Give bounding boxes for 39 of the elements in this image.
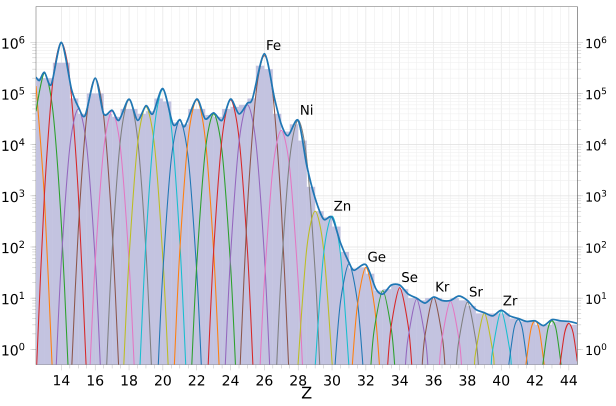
text: 10$^{4}$ [2,138,24,152]
y-tick-label: 10$^{5}$ [586,88,606,100]
annotation: Sr [470,286,483,297]
x-axis-title: Z [302,386,312,398]
y-tick-label: 10$^{1}$ [586,292,606,304]
x-tick-label: 38 [460,375,476,386]
x-tick-label: 40 [492,375,510,386]
y-tick-label: 10$^{3}$ [586,190,606,202]
text: 10$^{3}$ [2,189,24,202]
x-tick-label: 34 [392,375,408,386]
x-tick-label: 24 [222,375,239,386]
x-tick-label: 28 [290,375,306,386]
annotation: Zr [503,296,518,306]
y-tick-label: 10$^{4}$ [586,138,606,151]
x-tick-label: 44 [560,375,577,386]
x-tick-label: 20 [154,375,171,386]
annotation: Ni [301,104,312,115]
x-tick-label: 22 [188,375,204,386]
y-tick-label: 10$^{0}$ [586,343,606,356]
text: 10$^{1}$ [2,292,24,304]
x-tick-label: 18 [122,375,137,386]
text: 10$^{0}$ [2,342,24,356]
x-tick-label: 42 [526,375,543,386]
annotation: Ge [368,252,386,262]
x-tick-label: 26 [256,375,272,386]
y-tick-label: 10$^{2}$ [586,241,606,253]
x-tick-label: 30 [324,375,340,386]
x-tick-label: 14 [54,375,70,386]
x-tick-label: 36 [426,375,442,386]
annotation: Zn [334,200,350,211]
annotation: Fe [267,40,280,50]
text: 10$^{5}$ [2,87,24,100]
x-tick-label: 16 [88,375,104,386]
x-tick-label: 32 [358,375,374,386]
text: 10$^{6}$ [2,36,24,49]
text: 10$^{2}$ [2,240,24,254]
annotation: Se [402,272,418,282]
annotation: Kr [436,282,450,292]
y-tick-label: 10$^{6}$ [586,36,606,48]
